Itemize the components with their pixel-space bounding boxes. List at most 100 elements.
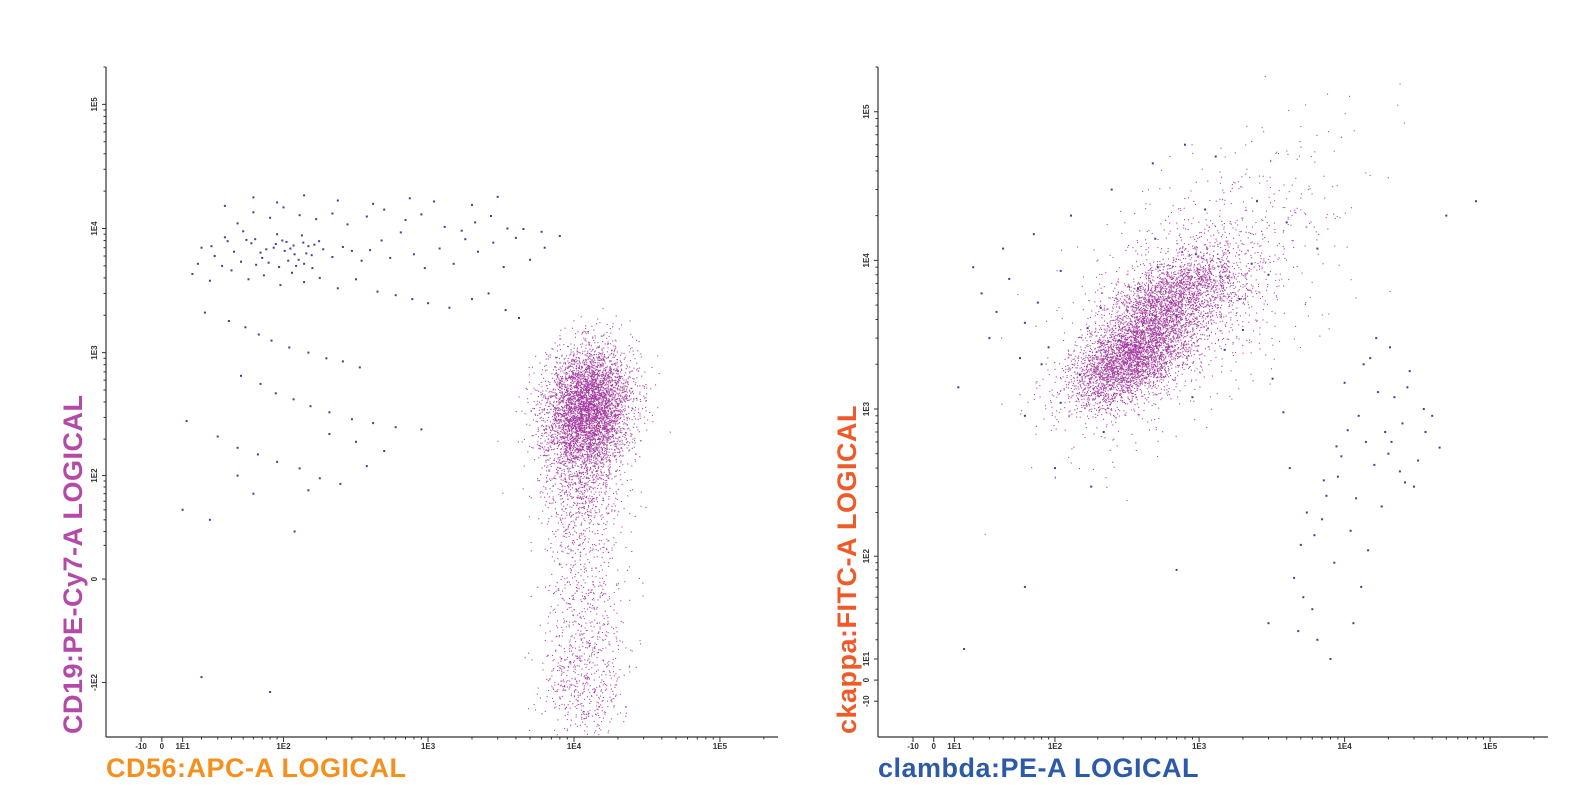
plot-1-population-event bbox=[556, 420, 558, 422]
plot-1-population-event bbox=[628, 389, 630, 391]
plot-1-population-event bbox=[589, 420, 591, 422]
plot-1-population-event bbox=[588, 425, 590, 427]
plot-1-population-event bbox=[567, 403, 569, 405]
plot-1-population-event bbox=[532, 407, 534, 409]
plot-1-population-event bbox=[625, 385, 627, 387]
plot-1-population-event bbox=[584, 403, 586, 405]
plot-1-population-event bbox=[599, 364, 601, 366]
plot-1-population-event bbox=[554, 423, 556, 425]
plot-1-population-event bbox=[557, 373, 559, 375]
plot-1-population-event bbox=[556, 394, 558, 396]
plot-1-population-event bbox=[589, 420, 591, 422]
plot-1-population-event bbox=[594, 428, 596, 430]
plot-1-population-event bbox=[570, 398, 572, 400]
plot-1-population-event bbox=[573, 378, 575, 380]
plot-1-population-event bbox=[608, 402, 610, 404]
plot-1-population-event bbox=[578, 393, 580, 395]
plot-1-population-event bbox=[584, 460, 586, 462]
plot-1-population-event bbox=[577, 357, 579, 359]
plot-1-population-event bbox=[620, 443, 622, 445]
plot-1-population-event bbox=[569, 452, 571, 454]
plot-1-population-event bbox=[623, 419, 625, 421]
plot-1-population-event bbox=[580, 416, 582, 418]
plot-1-population-event bbox=[583, 444, 585, 446]
plot-1-population-event bbox=[616, 399, 618, 401]
plot-1-population-event bbox=[601, 382, 603, 384]
plot-1-population-event bbox=[573, 382, 575, 384]
plot-1-population-event bbox=[549, 411, 551, 413]
plot-1-population-event bbox=[580, 450, 582, 452]
plot-1-population-event bbox=[591, 325, 593, 327]
plot-1-population-event bbox=[576, 438, 578, 440]
plot-1-population-event bbox=[604, 421, 606, 423]
plot-1-population-event bbox=[628, 418, 630, 420]
plot-1-population-event bbox=[571, 514, 573, 516]
plot-1-population-event bbox=[601, 419, 603, 421]
plot-1-population-event bbox=[598, 384, 600, 386]
plot-1-population-event bbox=[530, 410, 532, 412]
plot-1-population-event bbox=[604, 711, 606, 713]
plot-1-population-event bbox=[601, 386, 603, 388]
plot-1-population-event bbox=[569, 471, 571, 473]
plot-1-population-event bbox=[637, 385, 639, 387]
plot-1-population-event bbox=[617, 373, 619, 375]
plot-1-population-event bbox=[616, 414, 618, 416]
plot-1-population-event bbox=[625, 368, 627, 370]
plot-1-population-event bbox=[615, 443, 617, 445]
plot-1-population-event bbox=[593, 435, 595, 437]
plot-1-population-event bbox=[625, 379, 627, 381]
plot-1-population-event bbox=[608, 409, 610, 411]
plot-1-population-event bbox=[589, 368, 591, 370]
plot-1-population-event bbox=[604, 397, 606, 399]
plot-1-population-event bbox=[562, 407, 564, 409]
plot-1-population-event bbox=[553, 442, 555, 444]
plot-1-population-event bbox=[603, 391, 605, 393]
plot-1-population-event bbox=[576, 395, 578, 397]
plot-1-population-event bbox=[591, 403, 593, 405]
plot-1-population-event bbox=[552, 424, 554, 426]
plot-1-population-event bbox=[555, 378, 557, 380]
plot-1-population-event bbox=[581, 333, 583, 335]
plot-1-population-event bbox=[556, 437, 558, 439]
plot-1-population-event bbox=[568, 420, 570, 422]
plot-1-population-event bbox=[557, 604, 559, 606]
plot-1-population-event bbox=[615, 376, 617, 378]
plot-1-population-event bbox=[623, 434, 625, 436]
plot-1-population-event bbox=[608, 451, 610, 453]
plot-1-population-event bbox=[614, 417, 616, 419]
plot-1-population-event bbox=[566, 490, 568, 492]
plot-1-population-event bbox=[621, 406, 623, 408]
plot-1-population-event bbox=[552, 427, 554, 429]
plot-1-population-event bbox=[555, 406, 557, 408]
plot-1-population-event bbox=[617, 439, 619, 441]
plot-1-population-event bbox=[596, 412, 598, 414]
plot-1-population-event bbox=[604, 448, 606, 450]
plot-1-population-event bbox=[563, 505, 565, 507]
plot-1-population-event bbox=[611, 412, 613, 414]
plot-1-population-event bbox=[588, 356, 590, 358]
plot-1-population-event bbox=[608, 433, 610, 435]
plot-1-population-event bbox=[586, 641, 588, 643]
plot-1-population-event bbox=[641, 375, 643, 377]
plot-1-population-event bbox=[593, 433, 595, 435]
plot-1-population-event bbox=[594, 374, 596, 376]
plot-1-population-event bbox=[649, 412, 651, 414]
plot-1-population-event bbox=[604, 394, 606, 396]
plot-1-population-event bbox=[599, 426, 601, 428]
plot-1-population-event bbox=[583, 440, 585, 442]
plot-1-population-event bbox=[558, 408, 560, 410]
plot-1-population-event bbox=[600, 471, 602, 473]
plot-1-population-event bbox=[603, 347, 605, 349]
plot-1-population-event bbox=[588, 341, 590, 343]
plot-1-population-event bbox=[580, 413, 582, 415]
plot-1-population-event bbox=[624, 405, 626, 407]
plot-1-population-event bbox=[557, 381, 559, 383]
plot-1-population-event bbox=[597, 532, 599, 534]
plot-1-population-event bbox=[587, 498, 589, 500]
plot-1-population-event bbox=[614, 370, 616, 372]
plot-1-population-event bbox=[570, 427, 572, 429]
plot-1-population-event bbox=[568, 377, 570, 379]
plot-1-population-event bbox=[605, 406, 607, 408]
plot-1-population-event bbox=[626, 428, 628, 430]
plot-1-population-event bbox=[577, 423, 579, 425]
